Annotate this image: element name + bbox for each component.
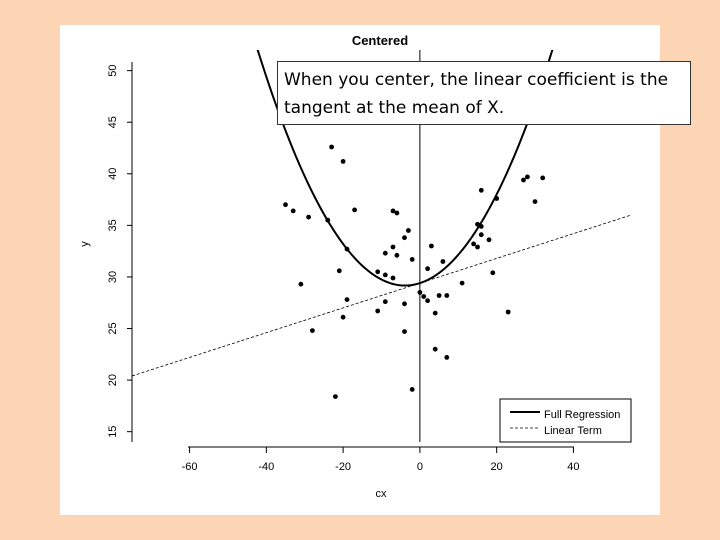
y-tick-label: 35 xyxy=(107,219,119,231)
data-point xyxy=(425,298,430,304)
x-ticks: -60 -40 -20 0 20 40 xyxy=(182,447,580,473)
data-point xyxy=(340,314,346,320)
data-point xyxy=(390,208,396,214)
data-point xyxy=(521,177,526,183)
data-point xyxy=(417,290,423,295)
data-point xyxy=(344,297,350,302)
data-point xyxy=(429,243,434,249)
data-point xyxy=(494,196,500,201)
data-point xyxy=(329,144,334,150)
data-point xyxy=(310,328,315,333)
data-point xyxy=(459,280,465,286)
data-point xyxy=(432,346,438,352)
legend-label-full-regression: Full Regression xyxy=(544,409,620,421)
data-point xyxy=(478,187,484,193)
data-point xyxy=(402,329,407,334)
data-point xyxy=(409,387,415,392)
y-tick-label: 45 xyxy=(107,116,119,128)
data-point xyxy=(444,355,450,360)
y-tick-label: 40 xyxy=(107,168,119,180)
data-point xyxy=(421,294,427,299)
data-point xyxy=(306,214,311,220)
y-tick-label: 50 xyxy=(107,65,119,77)
data-point xyxy=(290,208,296,214)
data-point xyxy=(432,310,438,316)
data-point xyxy=(478,232,484,238)
data-point xyxy=(375,269,381,275)
data-point xyxy=(436,293,442,298)
data-point xyxy=(344,246,350,252)
data-point xyxy=(283,202,288,208)
y-tick-label: 20 xyxy=(107,374,119,386)
legend: Full Regression Linear Term xyxy=(499,398,632,443)
data-point xyxy=(425,266,430,272)
chart-title: Centered xyxy=(352,33,408,48)
y-axis-label: y xyxy=(79,241,91,247)
data-point xyxy=(478,224,484,229)
x-tick-label: -60 xyxy=(182,461,198,473)
data-point xyxy=(375,308,381,314)
data-point xyxy=(390,244,396,250)
callout-box: When you center, the linear coefficient … xyxy=(277,61,691,125)
x-tick-label: -20 xyxy=(335,461,351,473)
x-axis-label: cx xyxy=(376,488,388,500)
data-point xyxy=(440,259,446,264)
data-point xyxy=(390,275,396,281)
data-point xyxy=(325,217,331,223)
y-ticks: 15 20 25 30 35 40 45 50 xyxy=(107,65,132,438)
data-point xyxy=(333,394,338,399)
data-point xyxy=(471,241,476,247)
x-tick-label: 20 xyxy=(491,461,503,473)
y-tick-label: 30 xyxy=(107,271,119,283)
y-tick-label: 25 xyxy=(107,322,119,334)
data-point xyxy=(540,175,546,181)
data-point xyxy=(340,159,346,164)
x-tick-label: 40 xyxy=(567,461,579,473)
data-point xyxy=(382,250,388,256)
data-point xyxy=(444,293,450,298)
data-point xyxy=(490,270,496,276)
data-point xyxy=(382,272,388,278)
x-tick-label: 0 xyxy=(417,461,423,473)
data-point xyxy=(475,221,480,227)
legend-box xyxy=(499,398,632,443)
data-point xyxy=(475,244,480,250)
data-points xyxy=(283,144,546,399)
data-point xyxy=(532,199,538,205)
data-point xyxy=(382,299,388,305)
data-point xyxy=(298,281,304,287)
data-point xyxy=(402,301,407,307)
data-point xyxy=(394,210,400,216)
x-tick-label: -40 xyxy=(258,461,274,473)
data-point xyxy=(336,268,342,274)
data-point xyxy=(402,235,407,241)
data-point xyxy=(394,252,400,258)
data-point xyxy=(505,309,511,315)
data-point xyxy=(352,207,357,213)
data-point xyxy=(486,237,492,243)
legend-label-linear-term: Linear Term xyxy=(544,425,602,437)
data-point xyxy=(409,257,415,262)
data-point xyxy=(406,228,411,233)
linear-term-line xyxy=(132,214,631,377)
data-point xyxy=(525,174,530,180)
y-tick-label: 15 xyxy=(107,426,119,438)
